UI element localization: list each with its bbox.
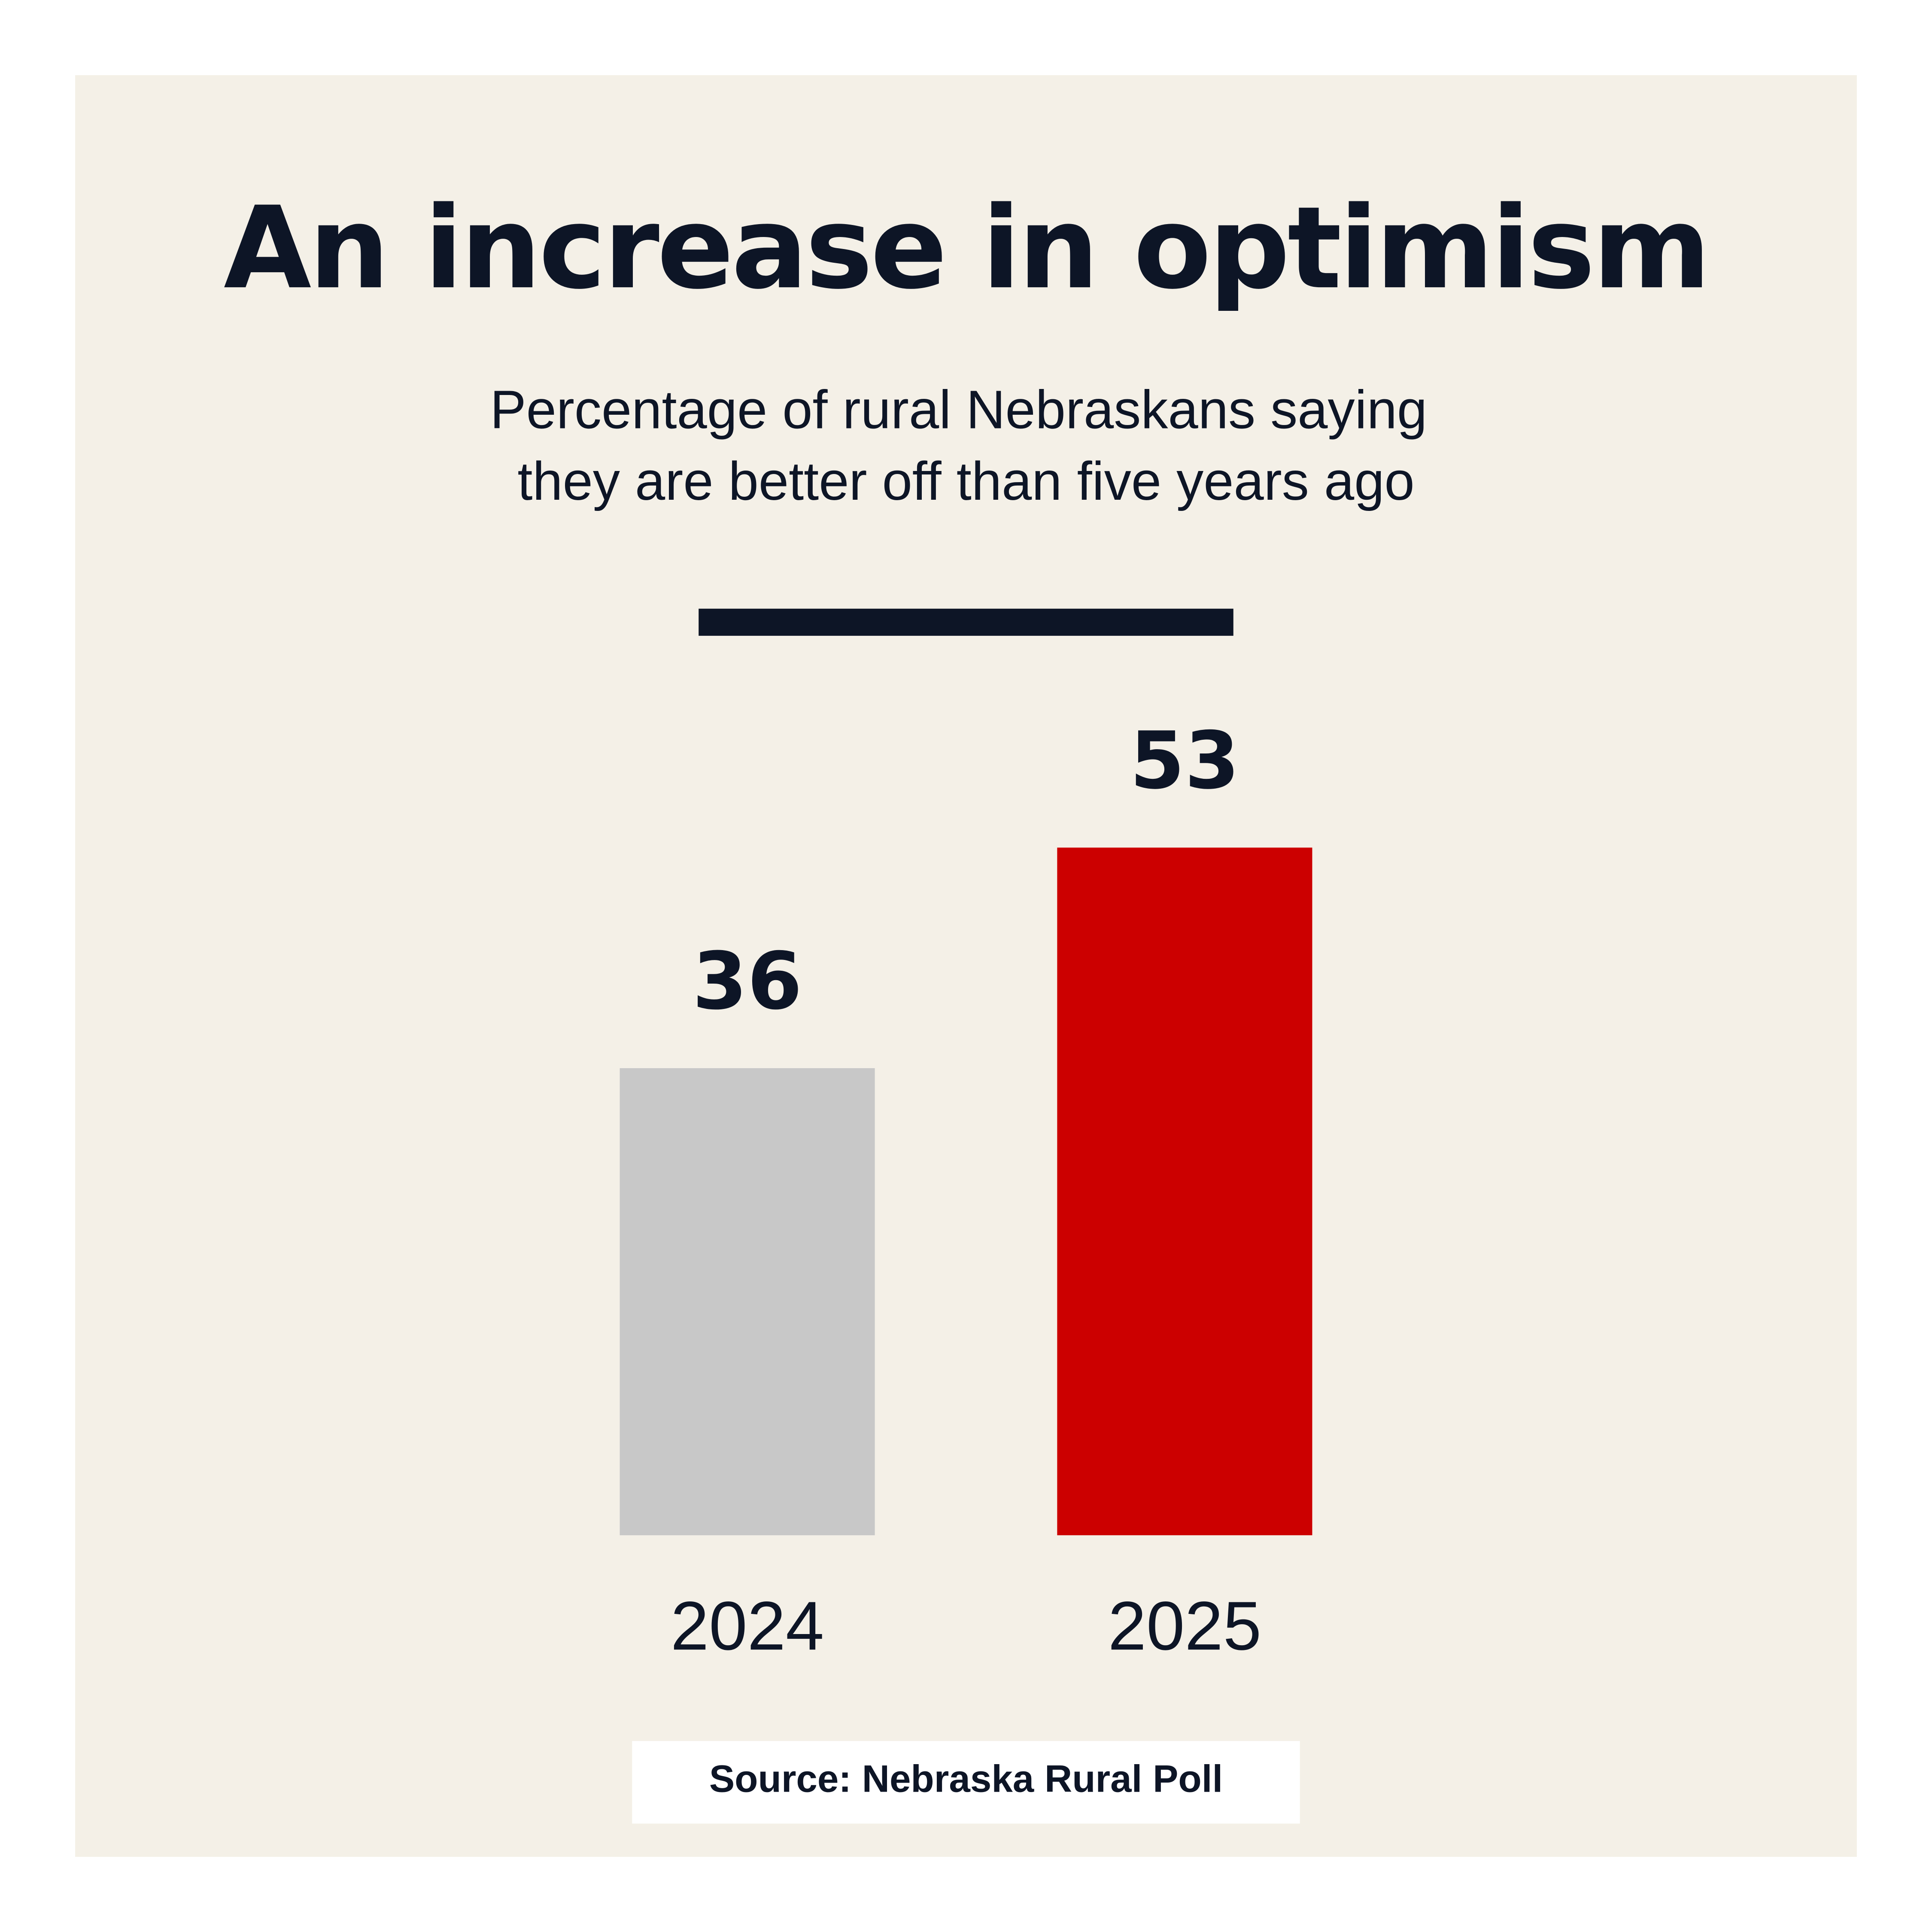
x-tick-label: 2025 [1108, 1588, 1262, 1665]
source: Source: Nebraska Rural Poll [709, 1757, 1223, 1800]
chart-title: An increase in optimism [224, 182, 1708, 314]
subtitle: Percentage of rural Nebraskans saying [490, 380, 1427, 440]
value-label: 36 [693, 936, 802, 1027]
bar [620, 1068, 875, 1535]
value-label: 53 [1130, 715, 1240, 807]
x-tick-label: 2024 [671, 1588, 824, 1665]
panel [75, 75, 1857, 1857]
bar [1057, 848, 1312, 1535]
divider [699, 608, 1233, 636]
source-box [632, 1741, 1300, 1824]
subtitle: they are better off than five years ago [517, 451, 1414, 511]
